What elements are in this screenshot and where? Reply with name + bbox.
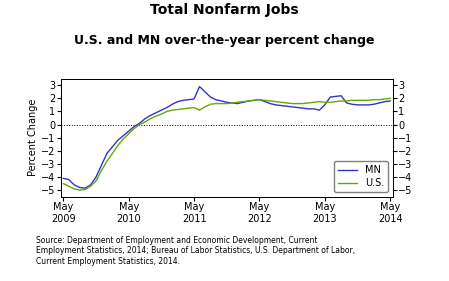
MN bbox=[387, 99, 393, 103]
U.S. bbox=[132, 127, 137, 130]
U.S. bbox=[77, 189, 82, 192]
U.S. bbox=[262, 99, 268, 102]
MN bbox=[132, 125, 137, 128]
MN bbox=[246, 99, 251, 103]
MN bbox=[180, 99, 186, 102]
MN bbox=[197, 85, 202, 88]
MN bbox=[355, 103, 360, 106]
Text: Source: Department of Employment and Economic Development, Current
Employment St: Source: Department of Employment and Eco… bbox=[36, 236, 355, 266]
Line: MN: MN bbox=[63, 87, 390, 188]
U.S. bbox=[61, 182, 66, 185]
Line: U.S.: U.S. bbox=[63, 98, 390, 190]
U.S. bbox=[180, 107, 186, 110]
Text: Total Nonfarm Jobs: Total Nonfarm Jobs bbox=[150, 3, 299, 17]
U.S. bbox=[142, 120, 148, 124]
U.S. bbox=[387, 97, 393, 100]
MN bbox=[268, 102, 273, 105]
Y-axis label: Percent Change: Percent Change bbox=[28, 99, 38, 176]
U.S. bbox=[349, 99, 355, 102]
MN bbox=[142, 117, 148, 120]
Text: U.S. and MN over-the-year percent change: U.S. and MN over-the-year percent change bbox=[74, 34, 375, 47]
MN bbox=[83, 187, 88, 190]
U.S. bbox=[240, 100, 246, 103]
MN bbox=[61, 177, 66, 180]
Legend: MN, U.S.: MN, U.S. bbox=[334, 161, 388, 192]
